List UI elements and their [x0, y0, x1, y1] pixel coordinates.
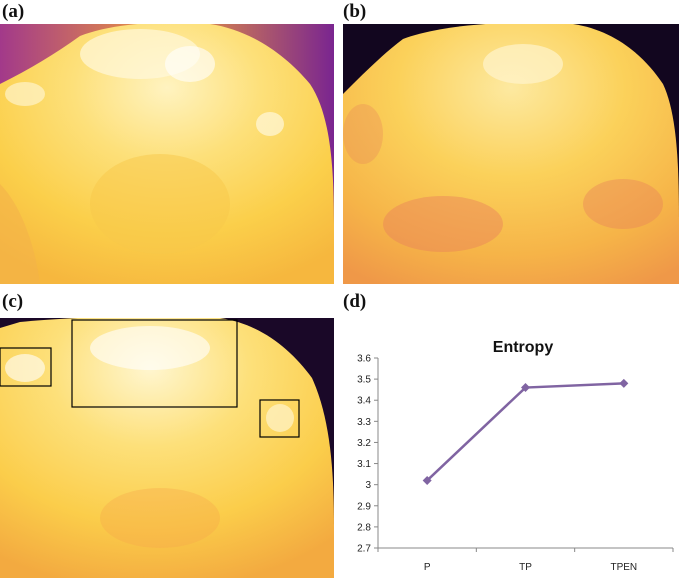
thermal-image-a: [0, 24, 334, 284]
x-tick-label: P: [424, 562, 431, 573]
chart-axes: [377, 358, 673, 549]
y-tick-label: 2.7: [357, 544, 371, 555]
y-tick-label: 3.5: [357, 375, 371, 386]
data-point-marker: [422, 475, 432, 485]
thermal-image-c: [0, 318, 334, 578]
panel-label-a: (a): [2, 1, 25, 22]
panel-label-c: (c): [2, 291, 24, 312]
x-tick-label: TPEN: [610, 562, 637, 573]
x-axis-ticks: P TP TPEN: [377, 548, 674, 573]
y-tick-label: 2.8: [357, 522, 371, 533]
data-point-marker: [521, 383, 530, 393]
y-tick-label: 3: [365, 480, 371, 491]
panel-label-d: (d): [343, 291, 367, 312]
roi-box-center: [71, 319, 238, 408]
y-tick-label: 3.3: [357, 417, 371, 428]
entropy-chart: Entropy 2.7 2.8 2.9 3 3.1 3.2 3.3 3.4 3.5 3.6 P TP…: [357, 339, 674, 573]
series-line: [422, 378, 629, 485]
roi-box-left: [0, 347, 52, 387]
data-point-marker: [619, 378, 629, 388]
y-tick-label: 2.9: [357, 501, 371, 512]
y-tick-label: 3.4: [357, 396, 371, 407]
x-tick-label: TP: [519, 562, 532, 573]
chart-title: Entropy: [493, 339, 554, 356]
series-polyline: [426, 382, 624, 482]
y-tick-label: 3.6: [357, 354, 371, 365]
y-axis-ticks: 2.7 2.8 2.9 3 3.1 3.2 3.3 3.4 3.5 3.6: [357, 354, 378, 555]
y-tick-label: 3.1: [357, 459, 371, 470]
y-tick-label: 3.2: [357, 438, 371, 449]
roi-box-right: [259, 399, 300, 438]
panel-label-b: (b): [343, 1, 367, 22]
thermal-image-b: [343, 24, 679, 284]
